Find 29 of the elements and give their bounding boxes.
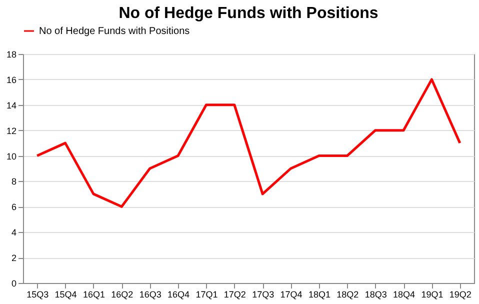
x-tick-label: 17Q2: [224, 290, 246, 300]
x-tick-label: 18Q2: [336, 290, 359, 300]
x-tick-label: 17Q4: [280, 290, 302, 300]
y-tick-label: 4: [11, 228, 16, 238]
x-tick-label: 18Q4: [393, 290, 416, 300]
x-tick-label: 16Q3: [139, 290, 162, 300]
x-tick-label: 16Q4: [168, 290, 190, 300]
x-tick-label: 19Q2: [449, 290, 472, 300]
y-tick-label: 8: [11, 176, 16, 187]
x-tick-label: 15Q4: [54, 290, 77, 300]
x-tick-label: 15Q3: [26, 290, 49, 300]
y-tick-label: 2: [11, 253, 16, 264]
y-tick-label: 18: [6, 50, 16, 60]
chart-title: No of Hedge Funds with Positions: [118, 5, 378, 22]
x-tick-label: 16Q1: [82, 290, 105, 300]
legend-label: No of Hedge Funds with Positions: [39, 26, 190, 37]
x-tick-label: 17Q1: [196, 290, 218, 300]
y-tick-label: 0: [11, 278, 16, 288]
y-tick-label: 14: [6, 100, 16, 110]
x-tick-label: 17Q3: [252, 290, 274, 300]
x-tick-label: 18Q3: [364, 290, 387, 300]
y-tick-label: 10: [6, 151, 16, 162]
y-tick-label: 6: [11, 202, 16, 212]
x-tick-label: 19Q1: [421, 290, 444, 300]
y-tick-label: 16: [6, 74, 16, 85]
x-tick-label: 16Q2: [111, 290, 134, 300]
x-tick-label: 18Q1: [308, 290, 330, 300]
line-series: [36, 78, 462, 208]
y-tick-label: 12: [6, 126, 16, 136]
